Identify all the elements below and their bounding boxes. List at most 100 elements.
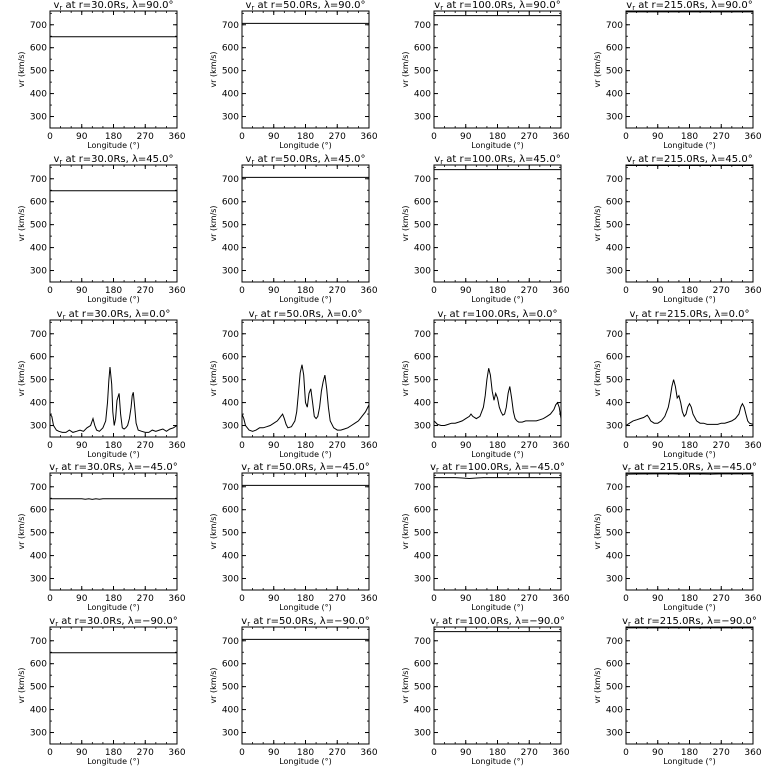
- y-tick-label: 600: [222, 353, 239, 363]
- chart-title: vr at r=215.0Rs, λ=90.0°: [626, 0, 752, 12]
- y-tick-label: 400: [222, 399, 239, 409]
- y-tick-label: 300: [606, 575, 623, 585]
- chart-title: vr at r=30.0Rs, λ=90.0°: [53, 0, 173, 12]
- x-tick-label: 90: [652, 441, 664, 451]
- x-axis-label: Longitude (°): [471, 295, 524, 304]
- x-tick-label: 90: [460, 441, 472, 451]
- title-text: at r=30.0Rs, λ=−90.0°: [58, 616, 178, 627]
- x-axis-label: Longitude (°): [471, 141, 524, 150]
- x-tick-label: 360: [360, 286, 377, 296]
- y-tick-label: 700: [222, 330, 239, 340]
- y-tick-label: 300: [30, 113, 47, 123]
- x-tick-label: 360: [552, 441, 569, 451]
- x-tick-label: 90: [460, 748, 472, 758]
- x-tick-label: 360: [744, 441, 761, 451]
- y-tick-label: 300: [606, 113, 623, 123]
- y-tick-label: 300: [414, 267, 431, 277]
- y-tick-label: 500: [414, 376, 431, 386]
- y-tick-label: 300: [414, 575, 431, 585]
- y-tick-label: 600: [30, 44, 47, 54]
- y-tick-label: 500: [30, 376, 47, 386]
- x-axis-label: Longitude (°): [87, 603, 140, 612]
- plot-frame: [50, 11, 177, 128]
- y-tick-label: 500: [30, 67, 47, 77]
- series-line-1: [434, 478, 561, 479]
- title-text: at r=215.0Rs, λ=0.0°: [638, 309, 749, 320]
- y-tick-label: 300: [606, 422, 623, 432]
- x-tick-label: 360: [168, 594, 185, 604]
- y-tick-label: 400: [414, 399, 431, 409]
- y-axis-label: vr (km/s): [17, 205, 26, 241]
- title-text: at r=100.0Rs, λ=45.0°: [443, 154, 561, 165]
- y-tick-label: 700: [222, 637, 239, 647]
- title-text: at r=30.0Rs, λ=45.0°: [62, 154, 173, 165]
- y-tick-label: 300: [222, 729, 239, 739]
- y-tick-label: 600: [222, 198, 239, 208]
- x-tick-label: 0: [47, 132, 53, 142]
- y-tick-label: 600: [606, 660, 623, 670]
- y-tick-label: 400: [222, 90, 239, 100]
- y-tick-label: 500: [414, 683, 431, 693]
- y-tick-label: 300: [222, 575, 239, 585]
- y-axis-label: vr (km/s): [17, 360, 26, 396]
- y-axis-label: vr (km/s): [593, 360, 602, 396]
- x-tick-label: 360: [744, 132, 761, 142]
- y-tick-label: 300: [414, 729, 431, 739]
- chart-title: vr at r=100.0Rs, λ=−45.0°: [430, 462, 565, 474]
- y-tick-label: 400: [606, 399, 623, 409]
- y-tick-label: 700: [606, 21, 623, 31]
- y-axis-label: vr (km/s): [209, 205, 218, 241]
- y-tick-label: 600: [222, 660, 239, 670]
- x-tick-label: 90: [268, 748, 280, 758]
- y-tick-label: 500: [222, 529, 239, 539]
- x-axis-label: Longitude (°): [663, 450, 716, 459]
- y-tick-label: 600: [414, 506, 431, 516]
- y-tick-label: 400: [606, 90, 623, 100]
- x-tick-label: 0: [431, 286, 437, 296]
- title-text: at r=50.0Rs, λ=0.0°: [257, 309, 362, 320]
- y-tick-label: 300: [30, 575, 47, 585]
- y-tick-label: 600: [30, 506, 47, 516]
- y-axis-label: vr (km/s): [593, 205, 602, 241]
- x-axis-label: Longitude (°): [279, 757, 332, 766]
- y-axis-label: vr (km/s): [401, 513, 410, 549]
- chart-title: vr at r=215.0Rs, λ=0.0°: [629, 309, 749, 321]
- title-text: at r=50.0Rs, λ=−90.0°: [250, 616, 370, 627]
- y-tick-label: 500: [606, 376, 623, 386]
- x-tick-label: 0: [623, 441, 629, 451]
- title-text: at r=30.0Rs, λ=90.0°: [62, 0, 173, 11]
- x-tick-label: 90: [268, 132, 280, 142]
- y-tick-label: 300: [606, 267, 623, 277]
- y-tick-label: 500: [606, 683, 623, 693]
- y-tick-label: 300: [222, 267, 239, 277]
- y-tick-label: 400: [606, 244, 623, 254]
- title-text: at r=215.0Rs, λ=−45.0°: [631, 462, 757, 473]
- y-tick-label: 600: [606, 198, 623, 208]
- x-tick-label: 0: [623, 748, 629, 758]
- x-tick-label: 360: [168, 441, 185, 451]
- y-tick-label: 500: [606, 221, 623, 231]
- x-tick-label: 360: [744, 286, 761, 296]
- y-tick-label: 500: [414, 67, 431, 77]
- series-line-1: [242, 365, 369, 432]
- x-tick-label: 360: [360, 441, 377, 451]
- title-text: at r=100.0Rs, λ=−45.0°: [439, 462, 565, 473]
- x-tick-label: 0: [239, 286, 245, 296]
- plot-frame: [242, 473, 369, 590]
- y-tick-label: 700: [606, 483, 623, 493]
- y-tick-label: 400: [414, 552, 431, 562]
- x-tick-label: 360: [360, 594, 377, 604]
- x-tick-label: 360: [552, 748, 569, 758]
- x-tick-label: 90: [268, 594, 280, 604]
- y-tick-label: 600: [606, 353, 623, 363]
